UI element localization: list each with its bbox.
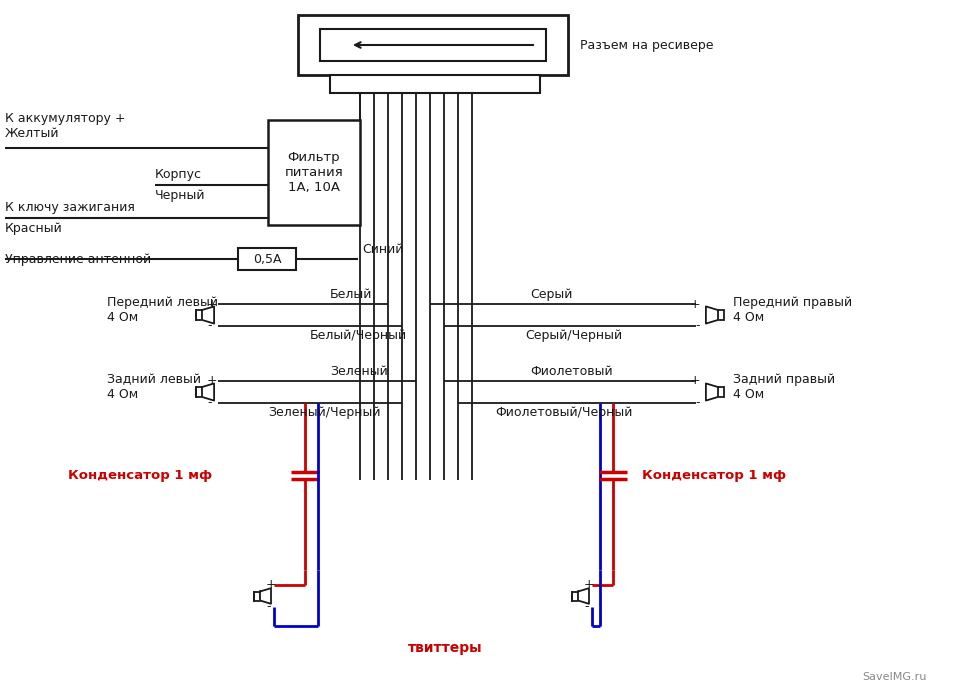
Text: твиттеры: твиттеры xyxy=(408,641,482,655)
Text: Задний правый
4 Ом: Задний правый 4 Ом xyxy=(733,373,835,401)
Polygon shape xyxy=(706,383,718,401)
Text: Серый: Серый xyxy=(530,288,572,301)
Text: Зеленый: Зеленый xyxy=(330,365,388,378)
Text: +: + xyxy=(207,297,218,310)
Polygon shape xyxy=(578,588,589,604)
Text: SaveIMG.ru: SaveIMG.ru xyxy=(862,672,926,682)
Bar xyxy=(268,120,360,225)
Text: +: + xyxy=(689,374,700,387)
Text: -: - xyxy=(266,601,271,613)
Bar xyxy=(320,29,546,61)
Text: Передний левый
4 Ом: Передний левый 4 Ом xyxy=(107,296,218,324)
Text: Синий: Синий xyxy=(362,243,403,256)
Text: Задний левый
4 Ом: Задний левый 4 Ом xyxy=(107,373,201,401)
Text: Фильтр
питания
1А, 10А: Фильтр питания 1А, 10А xyxy=(284,151,344,194)
Text: К аккумулятору +
Желтый: К аккумулятору + Желтый xyxy=(5,112,126,140)
Text: Конденсатор 1 мф: Конденсатор 1 мф xyxy=(642,469,786,482)
Bar xyxy=(572,592,578,601)
Text: Фиолетовый/Черный: Фиолетовый/Черный xyxy=(495,406,633,419)
Bar xyxy=(238,248,296,270)
Text: +: + xyxy=(266,579,276,592)
Text: -: - xyxy=(207,319,211,333)
Text: -: - xyxy=(207,396,211,410)
Text: +: + xyxy=(689,297,700,310)
Text: Разъем на ресивере: Разъем на ресивере xyxy=(580,39,713,51)
Text: Белый: Белый xyxy=(330,288,372,301)
Bar xyxy=(196,387,202,397)
Text: Зеленый/Черный: Зеленый/Черный xyxy=(268,406,380,419)
Bar xyxy=(330,75,540,93)
Text: +: + xyxy=(207,374,218,387)
Text: К ключу зажигания: К ключу зажигания xyxy=(5,201,134,214)
Text: Фиолетовый: Фиолетовый xyxy=(530,365,612,378)
Bar xyxy=(718,387,724,397)
Text: -: - xyxy=(584,601,588,613)
Text: Передний правый
4 Ом: Передний правый 4 Ом xyxy=(733,296,852,324)
Text: Конденсатор 1 мф: Конденсатор 1 мф xyxy=(68,469,212,482)
Bar xyxy=(196,310,202,320)
Bar xyxy=(298,15,568,75)
Text: Белый/Черный: Белый/Черный xyxy=(310,329,407,342)
Text: Серый/Черный: Серый/Черный xyxy=(525,329,622,342)
Polygon shape xyxy=(202,383,214,401)
Polygon shape xyxy=(202,306,214,324)
Polygon shape xyxy=(260,588,271,604)
Polygon shape xyxy=(706,306,718,324)
Bar xyxy=(718,310,724,320)
Text: Черный: Черный xyxy=(155,189,205,202)
Text: -: - xyxy=(695,396,700,410)
Bar xyxy=(254,592,260,601)
Text: 0,5А: 0,5А xyxy=(252,252,281,265)
Text: Корпус: Корпус xyxy=(155,168,202,181)
Text: +: + xyxy=(584,579,594,592)
Text: -: - xyxy=(695,319,700,333)
Text: Управление антенной: Управление антенной xyxy=(5,252,151,265)
Text: Красный: Красный xyxy=(5,222,62,235)
